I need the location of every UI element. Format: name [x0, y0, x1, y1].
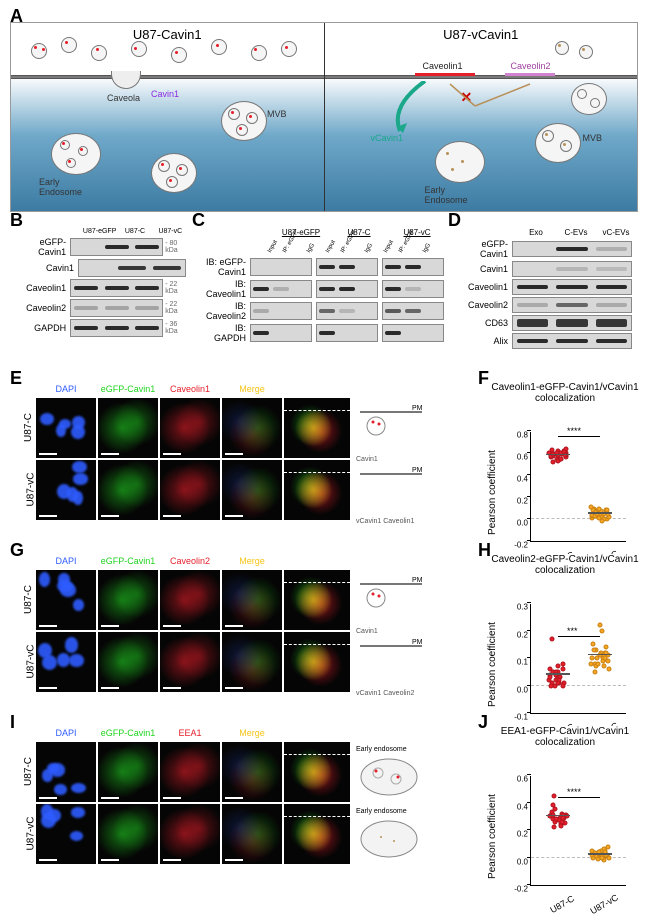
mvb-label-left: MVB — [267, 109, 287, 119]
panel-A-diagram: U87-Cavin1 Caveola Cavin1 MVB — [10, 22, 638, 212]
channel-label: Merge — [222, 556, 282, 566]
confocal-tile — [160, 804, 220, 864]
channel-label: DAPI — [36, 384, 96, 394]
panel-H-plot: Caveolin2-eGFP-Cavin1/vCavin1 colocaliza… — [490, 554, 640, 714]
caveolin1-label: Caveolin1 — [423, 61, 463, 71]
mini-schematic: PMCavin1 — [356, 574, 426, 635]
panel-D-blots: ExoC-EVsvC-EVseGFP-Cavin1Cavin1Caveolin1… — [460, 228, 640, 349]
confocal-tile — [36, 570, 96, 630]
confocal-tile — [160, 398, 220, 458]
confocal-tile — [222, 632, 282, 692]
confocal-tile — [36, 742, 96, 802]
label-G: G — [10, 540, 24, 561]
svg-text:PM: PM — [412, 639, 423, 646]
confocal-tile — [36, 632, 96, 692]
caveola-label: Caveola — [107, 93, 140, 103]
svg-text:PM: PM — [412, 405, 423, 412]
mini-schematic: PMvCavin1 Caveolin2 — [356, 636, 426, 697]
confocal-tile — [98, 632, 158, 692]
confocal-tile — [160, 570, 220, 630]
confocal-zoom-tile — [284, 742, 350, 802]
confocal-tile — [222, 398, 282, 458]
mini-schematic: Early endosome — [356, 808, 426, 861]
channel-label: DAPI — [36, 556, 96, 566]
confocal-zoom-tile — [284, 460, 350, 520]
channel-label: eGFP-Cavin1 — [98, 556, 158, 566]
ee-label-right: Early Endosome — [425, 185, 468, 205]
ee-label-left: Early Endosome — [39, 177, 82, 197]
confocal-tile — [222, 460, 282, 520]
panel-A-left: U87-Cavin1 Caveola Cavin1 MVB — [11, 23, 324, 211]
confocal-row-label: U87-vC — [25, 645, 36, 679]
confocal-row-label: U87-C — [23, 413, 34, 442]
confocal-tile — [36, 398, 96, 458]
panel-A-left-title: U87-Cavin1 — [133, 27, 202, 42]
figure-root: A B C D E F G H I J U87-Cavin1 Caveola C… — [0, 0, 648, 894]
confocal-tile — [98, 742, 158, 802]
svg-text:PM: PM — [412, 467, 423, 474]
confocal-row-label: U87-C — [23, 757, 34, 786]
confocal-row-label: U87-C — [23, 585, 34, 614]
confocal-tile — [160, 632, 220, 692]
confocal-tile — [36, 804, 96, 864]
confocal-row-label: U87-vC — [25, 473, 36, 507]
cavin1-label: Cavin1 — [151, 89, 179, 99]
confocal-tile — [98, 804, 158, 864]
panel-F-plot: Caveolin1-eGFP-Cavin1/vCavin1 colocaliza… — [490, 382, 640, 542]
channel-label: Merge — [222, 728, 282, 738]
confocal-tile — [222, 570, 282, 630]
label-J: J — [478, 712, 488, 733]
confocal-zoom-tile — [284, 398, 350, 458]
confocal-zoom-tile — [284, 570, 350, 630]
confocal-tile — [36, 460, 96, 520]
panel-C-blots: U87-eGFPU87-CU87-vCInputIP: eGFPIgGInput… — [204, 228, 444, 343]
confocal-tile — [98, 570, 158, 630]
channel-label: EEA1 — [160, 728, 220, 738]
confocal-zoom-tile — [284, 804, 350, 864]
panel-A-right: U87-vCavin1 Caveolin1 Caveolin2 vCavin1 … — [325, 23, 638, 211]
label-F: F — [478, 368, 489, 389]
label-E: E — [10, 368, 22, 389]
label-I: I — [10, 712, 15, 733]
panel-B-blots: U87-eGFPU87-CU87-vCeGFP-Cavin1- 80 kDaCa… — [18, 228, 188, 337]
mini-schematic: PMvCavin1 Caveolin1 — [356, 464, 426, 525]
channel-label: eGFP-Cavin1 — [98, 384, 158, 394]
confocal-tile — [160, 460, 220, 520]
caveolin2-label: Caveolin2 — [511, 61, 551, 71]
panel-A-right-title: U87-vCavin1 — [443, 27, 518, 42]
mini-schematic: Early endosome — [356, 746, 426, 799]
channel-label: Caveolin2 — [160, 556, 220, 566]
channel-label: Merge — [222, 384, 282, 394]
mvb-label-right: MVB — [583, 133, 603, 143]
confocal-tile — [222, 804, 282, 864]
channel-label: Caveolin1 — [160, 384, 220, 394]
confocal-zoom-tile — [284, 632, 350, 692]
confocal-tile — [98, 460, 158, 520]
confocal-tile — [98, 398, 158, 458]
svg-text:PM: PM — [412, 577, 423, 584]
channel-label: DAPI — [36, 728, 96, 738]
confocal-tile — [160, 742, 220, 802]
confocal-row-label: U87-vC — [25, 817, 36, 851]
panel-J-plot: EEA1-eGFP-Cavin1/vCavin1 colocalizationP… — [490, 726, 640, 886]
channel-label: eGFP-Cavin1 — [98, 728, 158, 738]
mini-schematic: PMCavin1 — [356, 402, 426, 463]
confocal-tile — [222, 742, 282, 802]
